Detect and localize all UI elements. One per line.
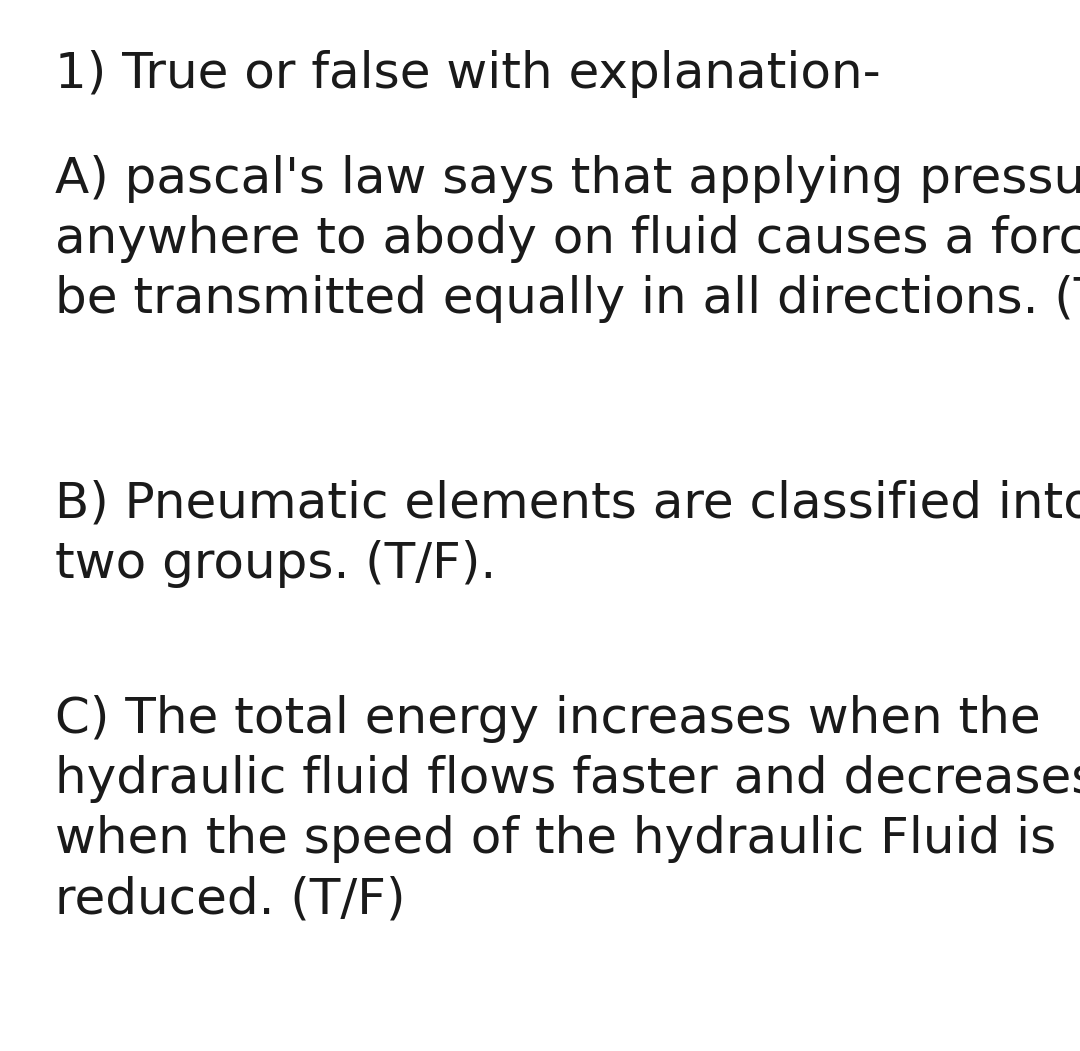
Text: A) pascal's law says that applying pressure: A) pascal's law says that applying press… bbox=[55, 154, 1080, 203]
Text: when the speed of the hydraulic Fluid is: when the speed of the hydraulic Fluid is bbox=[55, 815, 1056, 863]
Text: C) The total energy increases when the: C) The total energy increases when the bbox=[55, 695, 1041, 743]
Text: 1) True or false with explanation-: 1) True or false with explanation- bbox=[55, 50, 881, 98]
Text: hydraulic fluid flows faster and decreases: hydraulic fluid flows faster and decreas… bbox=[55, 755, 1080, 803]
Text: B) Pneumatic elements are classified into: B) Pneumatic elements are classified int… bbox=[55, 480, 1080, 528]
Text: anywhere to abody on fluid causes a force to: anywhere to abody on fluid causes a forc… bbox=[55, 215, 1080, 263]
Text: reduced. (T/F): reduced. (T/F) bbox=[55, 875, 405, 923]
Text: be transmitted equally in all directions. (T/F).: be transmitted equally in all directions… bbox=[55, 275, 1080, 323]
Text: two groups. (T/F).: two groups. (T/F). bbox=[55, 540, 496, 588]
